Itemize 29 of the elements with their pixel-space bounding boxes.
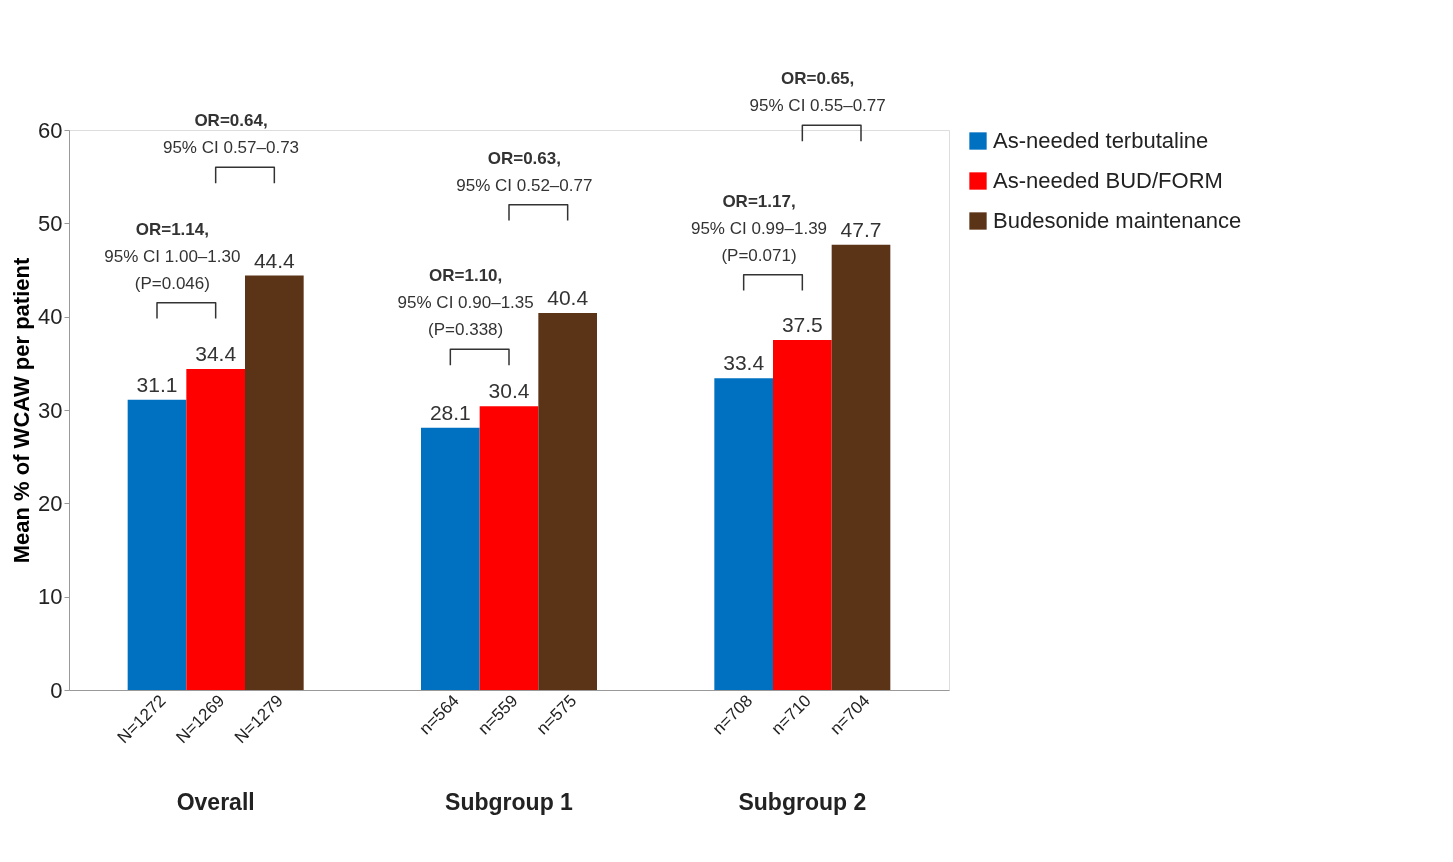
- annotation: OR=1.17, 95% CI 0.99–1.39 (P=0.071): [690, 191, 828, 265]
- legend-label: Budesonide maintenance: [993, 208, 1242, 233]
- y-tick-label: 60: [38, 117, 63, 143]
- data-label: 47.7: [840, 217, 882, 241]
- annotation: OR=1.14, 95% CI 1.00–1.30 (P=0.046): [104, 219, 241, 293]
- y-tick-label: 20: [38, 490, 63, 516]
- text: Subgroup 1: [445, 789, 574, 815]
- annotation: OR=1.10, 95% CI 0.90–1.35 (P=0.338): [397, 266, 534, 340]
- y-tick-label: 0: [50, 677, 63, 703]
- annotation: OR=0.64, 95% CI 0.57–0.73: [162, 111, 300, 158]
- data-label: 37.5: [781, 313, 823, 336]
- y-tick-label: 40: [38, 304, 63, 330]
- data-label: 28.1: [429, 400, 471, 424]
- y-tick-label: 10: [38, 584, 63, 610]
- y-tick-label: 50: [38, 210, 63, 236]
- data-label: 44.4: [253, 248, 296, 272]
- data-label: 31.1: [136, 372, 178, 396]
- text: Overall: [176, 789, 255, 815]
- annotation: OR=0.63, 95% CI 0.52–0.77: [456, 148, 593, 195]
- data-label: 30.4: [488, 379, 530, 403]
- y-tick-label: 30: [38, 397, 63, 423]
- legend-label: As-needed BUD/FORM: [993, 168, 1223, 193]
- data-label: 40.4: [547, 285, 589, 309]
- data-label: 33.4: [723, 351, 765, 375]
- text: Subgroup 2: [738, 789, 867, 815]
- legend-label: As-needed terbutaline: [993, 128, 1209, 153]
- text: OR=0.65, 95% CI 0.55–0.77: [749, 69, 886, 116]
- y-axis-title: Mean % of WCAW per patient: [9, 257, 35, 564]
- data-label: 34.4: [195, 341, 237, 365]
